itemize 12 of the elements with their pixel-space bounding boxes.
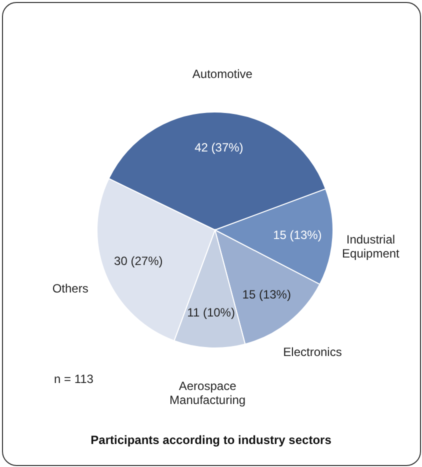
data-label: 30 (27%) bbox=[114, 254, 163, 268]
data-label: 42 (37%) bbox=[194, 140, 244, 154]
data-label: 15 (13%) bbox=[242, 287, 291, 302]
text: Participants according to industry sectors bbox=[90, 433, 332, 447]
slice-label: Aerospace Manufacturing bbox=[170, 378, 246, 407]
slice-label: Others bbox=[52, 281, 88, 296]
data-label: 15 (13%) bbox=[273, 228, 322, 242]
slice-label: Industrial Equipment bbox=[342, 232, 400, 261]
slice-label: Electronics bbox=[283, 344, 342, 359]
data-label: 11 (10%) bbox=[187, 306, 235, 320]
text: n = 113 bbox=[54, 372, 94, 386]
slice-label: Automotive bbox=[192, 67, 253, 82]
